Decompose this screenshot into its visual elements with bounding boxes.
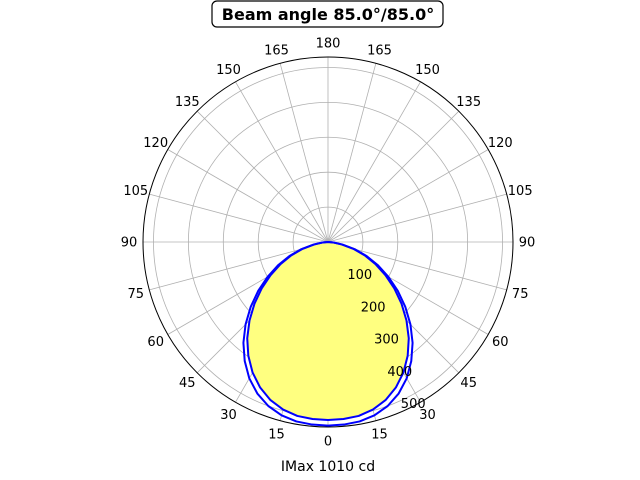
angular-gridline — [167, 149, 329, 243]
angular-gridline — [327, 63, 377, 243]
angle-tick-label: 45 — [460, 376, 477, 391]
angle-tick-label: 150 — [216, 63, 241, 78]
angle-tick-label: 30 — [220, 408, 237, 423]
angle-tick-label: 45 — [179, 376, 196, 391]
angular-gridline — [327, 193, 507, 243]
angle-tick-label: 15 — [371, 428, 388, 443]
intensity-curve-1 — [246, 241, 410, 422]
angle-tick-label: 120 — [488, 136, 513, 151]
angle-tick-label: 135 — [456, 95, 481, 110]
angular-gridline — [327, 149, 489, 243]
angle-tick-label: 90 — [519, 236, 536, 251]
angular-gridline — [327, 110, 460, 243]
radial-tick-label: 300 — [374, 333, 399, 348]
angular-gridline — [279, 63, 329, 243]
radial-tick-label: 500 — [401, 397, 426, 412]
intensity-curves — [242, 241, 414, 427]
angular-gridline — [327, 81, 421, 243]
angle-tick-label: 165 — [264, 43, 289, 58]
angle-tick-label: 90 — [121, 236, 138, 251]
radial-tick-label: 100 — [347, 268, 372, 283]
angle-tick-label: 105 — [123, 184, 148, 199]
angle-tick-label: 165 — [367, 43, 392, 58]
angle-tick-label: 60 — [147, 335, 164, 350]
angle-tick-label: 60 — [492, 335, 509, 350]
angular-gridline — [196, 110, 329, 243]
angle-tick-label: 0 — [324, 435, 332, 450]
intensity-curve-2 — [242, 241, 414, 427]
radial-tick-label: 400 — [387, 365, 412, 380]
angular-gridline — [235, 81, 329, 243]
angle-tick-label: 75 — [512, 287, 529, 302]
angle-tick-label: 135 — [175, 95, 200, 110]
angle-tick-label: 180 — [316, 37, 341, 52]
radial-tick-label: 200 — [361, 301, 386, 316]
x-axis-label: IMax 1010 cd — [281, 459, 375, 475]
polar-frame — [142, 56, 514, 428]
chart-title-box: Beam angle 85.0°/85.0° — [211, 0, 444, 28]
angular-gridline — [149, 193, 329, 243]
angle-tick-label: 105 — [508, 184, 533, 199]
angle-tick-label: 75 — [128, 287, 145, 302]
angle-tick-label: 15 — [268, 428, 285, 443]
angle-tick-label: 30 — [419, 408, 436, 423]
angle-tick-label: 150 — [415, 63, 440, 78]
chart-title: Beam angle 85.0°/85.0° — [222, 5, 434, 24]
angle-tick-label: 120 — [143, 136, 168, 151]
